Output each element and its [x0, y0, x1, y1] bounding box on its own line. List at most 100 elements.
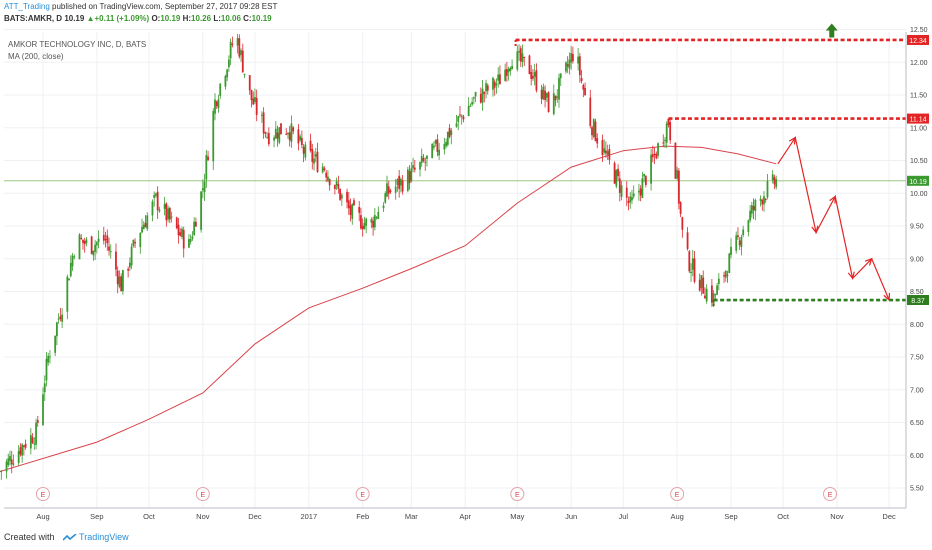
candle-body: [584, 87, 586, 96]
x-tick-label: Jun: [565, 512, 577, 521]
candle-body: [650, 154, 652, 184]
candle-body: [618, 178, 621, 193]
x-tick-label: Feb: [356, 512, 369, 521]
x-tick-label: 2017: [300, 512, 317, 521]
candle-body: [321, 166, 324, 173]
candle-body: [57, 318, 60, 320]
ma-legend[interactable]: MA (200, close): [8, 52, 64, 61]
candle-body: [653, 153, 656, 156]
candle-body: [290, 123, 293, 142]
tradingview-link[interactable]: TradingView: [79, 532, 129, 542]
candle-body: [386, 183, 388, 197]
candle-body: [144, 222, 147, 228]
candle-body: [644, 176, 647, 185]
candle-body: [181, 228, 183, 238]
candle-body: [333, 185, 336, 189]
candle-body: [314, 154, 317, 157]
candle-body: [83, 240, 86, 245]
candle-body: [542, 86, 545, 100]
candle-body: [156, 191, 159, 211]
candle-body: [95, 242, 98, 246]
candle-body: [68, 278, 70, 281]
candle-body: [188, 239, 190, 248]
candle-body: [191, 236, 194, 239]
publisher-line: ATT_Trading published on TradingView.com…: [4, 2, 277, 11]
candle-body: [212, 110, 215, 162]
candle-body: [724, 271, 727, 278]
candle-body: [485, 83, 487, 92]
candle-body: [676, 170, 679, 179]
y-tick-label: 9.50: [910, 224, 924, 231]
candle-body: [426, 155, 428, 159]
y-tick-label: 6.00: [910, 453, 924, 460]
candle-body: [518, 50, 520, 53]
candle-body: [236, 38, 239, 46]
candle-body: [194, 221, 197, 227]
open-value: 10.19: [160, 14, 181, 23]
candle-body: [558, 77, 560, 100]
candle-body: [273, 137, 275, 141]
candle-body: [629, 196, 632, 203]
candle-body: [565, 62, 567, 72]
candle-body: [339, 188, 341, 200]
candle-body: [662, 142, 665, 144]
candle-body: [651, 154, 654, 158]
candle-body: [690, 271, 692, 274]
candle-body: [328, 179, 331, 186]
candle-body: [358, 207, 361, 213]
candle-body: [9, 455, 11, 461]
candle-body: [545, 93, 548, 98]
candle-body: [750, 205, 753, 214]
candle-body: [280, 123, 282, 135]
candle-body: [109, 251, 112, 253]
high-value: 10.26: [191, 14, 212, 23]
candle-body: [759, 198, 762, 201]
author-link[interactable]: ATT_Trading: [4, 2, 50, 11]
candle-body: [532, 75, 534, 79]
candle-body: [735, 235, 738, 251]
candle-body: [594, 121, 597, 141]
candle-body: [118, 276, 121, 287]
candle-body: [22, 445, 25, 447]
published-text: published on TradingView.com, September …: [49, 2, 278, 11]
candle-body: [193, 221, 196, 236]
candle-body: [24, 443, 27, 448]
candle-body: [436, 139, 439, 152]
candle-body: [255, 97, 258, 115]
candle-body: [608, 149, 611, 160]
resistance-high-price-tag: [907, 34, 929, 45]
candle-body: [325, 172, 328, 178]
candle-body: [752, 205, 755, 211]
candle-body: [267, 133, 270, 145]
candle-body: [252, 98, 255, 105]
candle-body: [740, 236, 743, 248]
candle-body: [665, 123, 668, 143]
candle-body: [387, 186, 390, 194]
candle-body: [179, 232, 182, 236]
candle-body: [377, 211, 380, 220]
candle-body: [309, 140, 312, 151]
candle-body: [641, 178, 644, 198]
candle-body: [764, 198, 767, 200]
candle-body: [73, 256, 76, 258]
y-tick-label: 10.00: [910, 191, 928, 198]
candle-body: [643, 173, 646, 177]
candle-body: [712, 293, 715, 305]
candle-body: [443, 144, 446, 150]
candle-body: [533, 72, 536, 77]
candle-body: [568, 59, 571, 69]
candle-body: [554, 95, 557, 101]
candle-body: [261, 114, 263, 116]
candle-body: [495, 83, 498, 86]
y-tick-label: 7.00: [910, 387, 924, 394]
candle-body: [410, 168, 413, 182]
candle-body: [700, 275, 703, 288]
candle-body: [17, 451, 20, 464]
up-arrow-icon: [825, 23, 838, 38]
candle-body: [681, 217, 684, 230]
candle-body: [571, 53, 574, 62]
candle-body: [80, 237, 83, 239]
candle-body: [227, 59, 230, 68]
candle-body: [511, 65, 513, 70]
